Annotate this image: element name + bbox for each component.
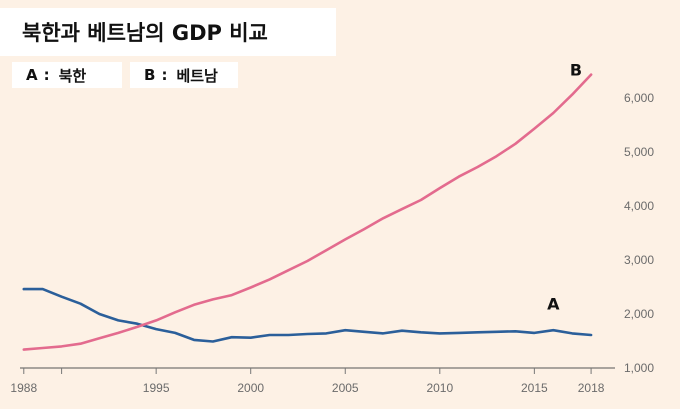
legend-item-b: B : 베트남 xyxy=(130,62,238,88)
y-tick-label: 6,000 xyxy=(624,91,654,105)
x-tick-label: 1988 xyxy=(10,381,37,395)
x-tick-label: 1995 xyxy=(143,381,170,395)
y-tick-label: 3,000 xyxy=(624,253,654,267)
series-group xyxy=(22,73,593,351)
series-end-label-b: B xyxy=(570,61,582,80)
y-axis: 1,000 2,000 3,000 4,000 5,000 6,000 xyxy=(624,91,654,375)
y-tick-label: 2,000 xyxy=(624,307,654,321)
legend-item-a: A : 북한 xyxy=(12,62,122,88)
legend-label-b: 베트남 xyxy=(176,66,218,85)
legend-separator-b: : xyxy=(161,66,168,84)
series-line-a xyxy=(22,287,593,343)
legend-key-a: A xyxy=(26,66,38,84)
x-tick-label: 2000 xyxy=(237,381,264,395)
series-line-b xyxy=(22,73,593,351)
chart-title: 북한과 베트남의 GDP 비교 xyxy=(0,8,336,56)
y-tick-label: 4,000 xyxy=(624,199,654,213)
legend-separator-a: : xyxy=(43,66,50,84)
series-end-label-a: A xyxy=(547,295,560,314)
x-tick-label: 2018 xyxy=(578,381,605,395)
x-tick-label: 2005 xyxy=(332,381,359,395)
legend-key-b: B xyxy=(144,66,156,84)
y-tick-label: 1,000 xyxy=(624,361,654,375)
y-tick-label: 5,000 xyxy=(624,145,654,159)
x-tick-label: 2010 xyxy=(426,381,453,395)
legend-label-a: 북한 xyxy=(58,66,87,85)
x-tick-label: 2015 xyxy=(521,381,548,395)
annotation-group: AB xyxy=(547,61,582,314)
x-axis: 1988 1995 2000 2005 2010 2015 2018 xyxy=(10,367,615,395)
